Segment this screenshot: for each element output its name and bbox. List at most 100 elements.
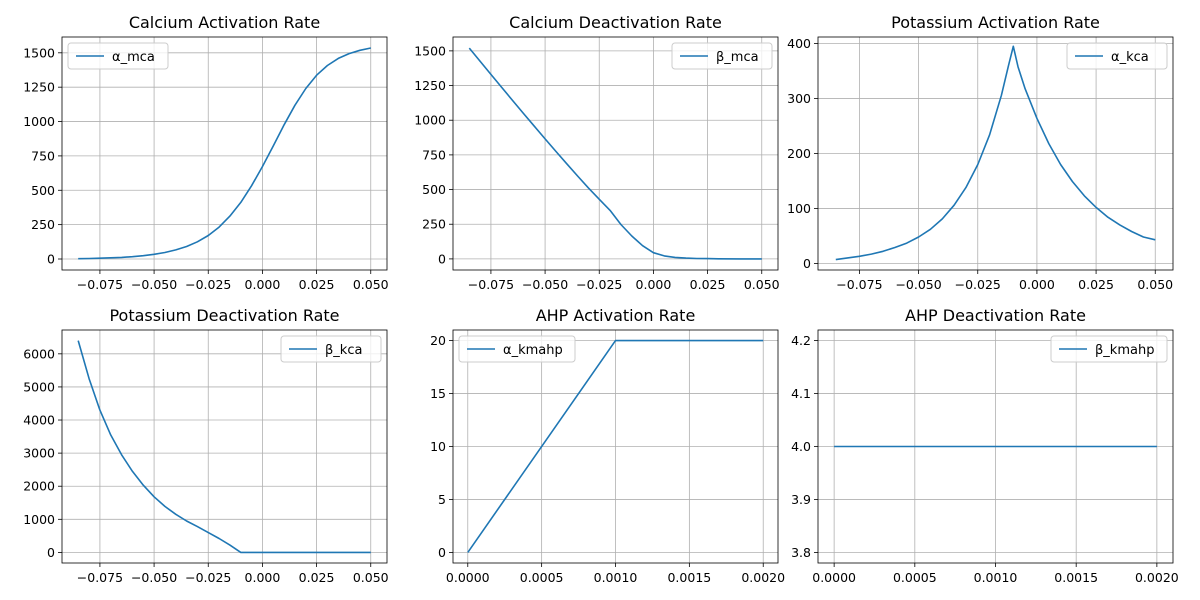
axes-frame [452, 329, 779, 564]
x-tick-label: 0.0000 [446, 570, 490, 585]
legend: β_mca [671, 42, 773, 70]
x-tick-label: −0.075 [468, 277, 514, 292]
x-tick-label: −0.050 [895, 277, 941, 292]
x-tick-label: −0.025 [185, 570, 231, 585]
x-tick-label: 0.025 [690, 277, 726, 292]
x-tick-label: −0.075 [836, 277, 882, 292]
y-tick-label: 3.9 [791, 492, 811, 507]
legend-box [458, 335, 576, 363]
y-tick-label: 6000 [23, 346, 55, 361]
y-tick-label: 4.0 [791, 439, 811, 454]
y-tick-label: 100 [787, 201, 811, 216]
y-tick-label: 250 [31, 217, 55, 232]
legend-label: α_kmahp [503, 343, 563, 358]
y-tick-label: 3000 [23, 446, 55, 461]
x-tick-label: 0.050 [353, 570, 389, 585]
axes-frame [61, 36, 388, 271]
y-tick-label: 3.8 [791, 545, 811, 560]
series-line [78, 47, 371, 260]
x-tick-label: 0.0005 [893, 570, 937, 585]
legend: β_kmahp [1050, 335, 1168, 363]
x-tick-label: 0.050 [353, 277, 389, 292]
x-tick-label: 0.025 [299, 277, 335, 292]
x-tick-label: 0.025 [1078, 277, 1114, 292]
y-tick-label: 5000 [23, 379, 55, 394]
chart-title: Potassium Deactivation Rate [109, 306, 339, 325]
x-tick-label: −0.050 [131, 277, 177, 292]
subplot-4: −0.075 −0.050 −0.025 0.000 0.025 0.050 0 1000 20… [23, 306, 388, 585]
y-tick-label: 15 [430, 386, 446, 401]
y-tick-label: 5 [438, 492, 446, 507]
x-tick-label: −0.025 [185, 277, 231, 292]
y-tick-label: 400 [787, 36, 811, 51]
subplot-3: −0.075 −0.050 −0.025 0.000 0.025 0.050 0 100 200… [787, 13, 1174, 292]
y-tick-label: 200 [787, 146, 811, 161]
x-tick-label: 0.050 [1137, 277, 1173, 292]
series-line [468, 47, 762, 260]
legend-label: β_mca [716, 50, 759, 65]
subplot-6: 0.0000 0.0005 0.0010 0.0015 0.0020 3.8 3.9 4.0 4… [791, 306, 1179, 585]
series-line [467, 339, 764, 553]
chart-title: AHP Deactivation Rate [905, 306, 1086, 325]
y-tick-label: 4000 [23, 413, 55, 428]
y-tick-label: 0 [47, 545, 55, 560]
x-tick-label: −0.075 [77, 570, 123, 585]
y-tick-label: 1500 [414, 43, 446, 58]
x-tick-label: 0.0005 [520, 570, 564, 585]
subplot-5: 0.0000 0.0005 0.0010 0.0015 0.0020 0 5 10 15 20 AH… [430, 306, 785, 585]
y-tick-label: 500 [31, 183, 55, 198]
subplot-2: −0.075 −0.050 −0.025 0.000 0.025 0.050 0 250 500… [414, 13, 779, 292]
chart-title: Calcium Activation Rate [129, 13, 320, 32]
legend-box [67, 42, 169, 70]
legend-box [1066, 42, 1168, 70]
y-tick-label: 4.2 [791, 333, 811, 348]
y-tick-label: 300 [787, 91, 811, 106]
y-tick-label: 2000 [23, 479, 55, 494]
legend-box [1050, 335, 1168, 363]
y-tick-label: 4.1 [791, 386, 811, 401]
y-tick-label: 1000 [23, 512, 55, 527]
y-tick-label: 10 [430, 439, 446, 454]
y-tick-label: 1250 [414, 78, 446, 93]
legend-label: β_kmahp [1095, 343, 1154, 358]
x-tick-label: 0.0020 [741, 570, 785, 585]
x-tick-label: 0.000 [245, 277, 281, 292]
legend: α_kmahp [458, 335, 576, 363]
x-tick-label: 0.000 [245, 570, 281, 585]
x-tick-label: −0.025 [576, 277, 622, 292]
x-tick-label: 0.050 [744, 277, 780, 292]
legend: β_kca [280, 335, 382, 363]
x-tick-label: 0.000 [1019, 277, 1055, 292]
legend-box [280, 335, 382, 363]
series-line [835, 45, 1156, 261]
y-tick-label: 0 [438, 251, 446, 266]
axes-frame [61, 329, 388, 564]
series-line [77, 340, 371, 554]
y-tick-label: 750 [31, 148, 55, 163]
axes-frame [452, 36, 779, 271]
chart-title: Potassium Activation Rate [891, 13, 1100, 32]
x-tick-label: 0.0000 [812, 570, 856, 585]
x-tick-label: 0.0020 [1135, 570, 1179, 585]
x-tick-label: 0.0010 [594, 570, 638, 585]
y-tick-label: 0 [438, 545, 446, 560]
axes-frame [817, 36, 1174, 271]
chart-title: Calcium Deactivation Rate [509, 13, 722, 32]
x-tick-label: −0.050 [131, 570, 177, 585]
y-tick-label: 0 [47, 252, 55, 267]
y-tick-label: 1500 [23, 45, 55, 60]
x-tick-label: 0.0015 [667, 570, 711, 585]
x-tick-label: 0.025 [299, 570, 335, 585]
x-tick-label: 0.000 [636, 277, 672, 292]
legend: α_kca [1066, 42, 1168, 70]
y-tick-label: 0 [803, 256, 811, 271]
x-tick-label: −0.075 [77, 277, 123, 292]
y-tick-label: 1000 [414, 113, 446, 128]
legend-label: β_kca [325, 343, 362, 358]
x-tick-label: −0.025 [955, 277, 1001, 292]
legend: α_mca [67, 42, 169, 70]
y-tick-label: 1250 [23, 80, 55, 95]
legend-label: α_mca [112, 50, 155, 65]
x-tick-label: 0.0010 [974, 570, 1018, 585]
